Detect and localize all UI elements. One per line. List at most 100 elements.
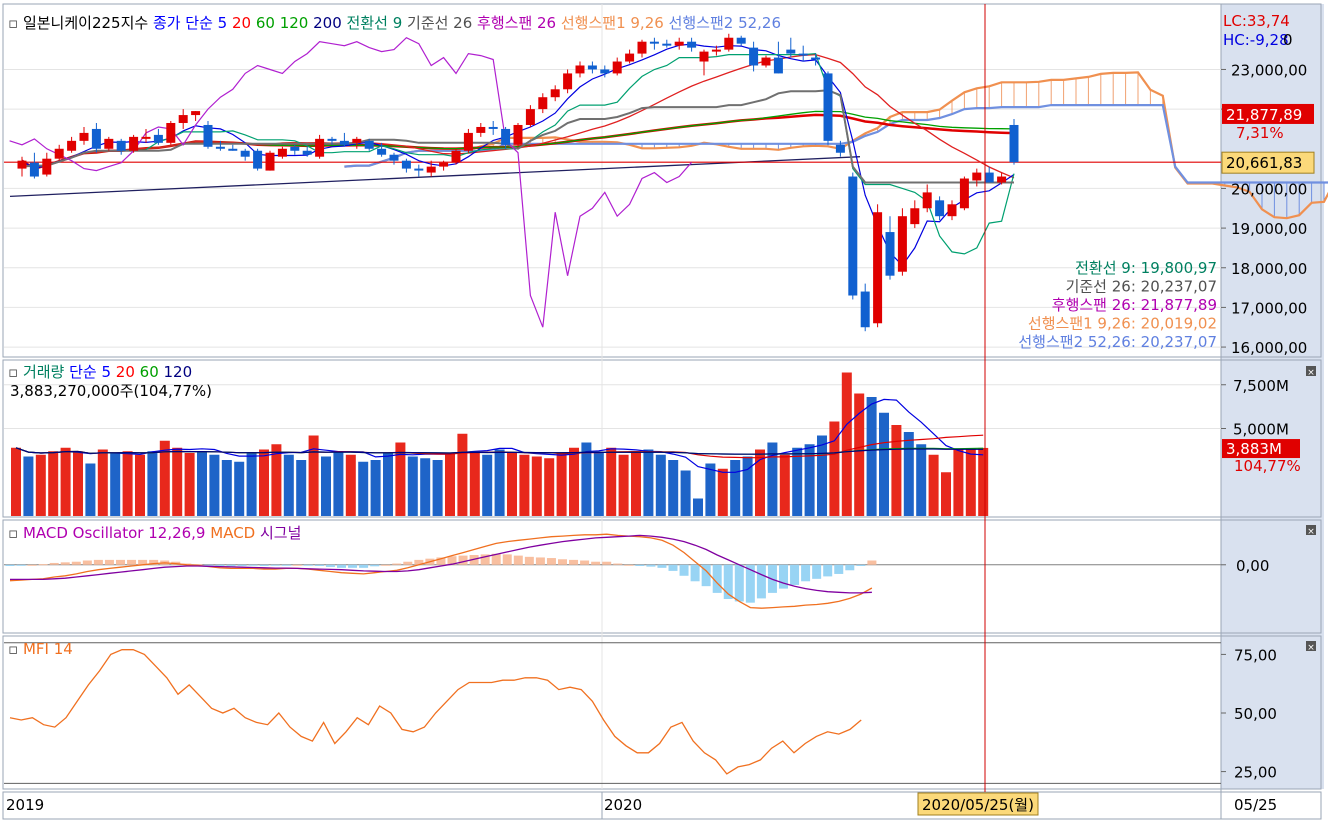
panel-frames: [2, 3, 1322, 820]
candle: [773, 57, 783, 74]
candle: [897, 216, 907, 272]
legend-item: 120: [164, 363, 193, 381]
volume-close-icon[interactable]: ×: [1306, 366, 1316, 378]
volume-average-120: [15, 447, 984, 455]
volume-bar: [432, 460, 443, 516]
price-tick-label: 18,000,00: [1231, 260, 1307, 278]
candle: [253, 150, 263, 169]
last-close-value: 21,877,89: [1226, 106, 1302, 124]
cursor-date-box: [917, 792, 1039, 816]
macd-oscillator-bar: [193, 564, 203, 566]
macd-oscillator-bar: [237, 564, 247, 566]
volume-bar: [345, 454, 356, 516]
volume-bar: [755, 449, 765, 516]
volume-bar: [259, 449, 269, 516]
volume-bar: [308, 435, 319, 516]
volume-bar: [11, 447, 21, 516]
indicator-readout: 전환선 9: 19,800,97: [1075, 259, 1217, 277]
macd-oscillator-bar: [602, 561, 612, 565]
macd-close-icon[interactable]: ×: [1306, 525, 1316, 537]
candle: [129, 136, 139, 151]
price-tick-label: 23,000,00: [1231, 61, 1307, 79]
macd-oscillator-bar: [502, 554, 512, 565]
macd-oscillator-bar: [270, 564, 280, 566]
chikou-span-line: [9, 36, 693, 328]
candle: [389, 154, 399, 161]
candle: [166, 122, 176, 143]
candle: [736, 37, 746, 44]
volume-bar: [457, 433, 468, 516]
legend-item: 60: [256, 14, 280, 32]
legend-marker-icon: ▫: [8, 640, 23, 658]
volume-bar: [544, 458, 555, 516]
candle: [848, 176, 858, 296]
price-tick-label: 17,000,00: [1231, 299, 1307, 317]
volume-bar: [358, 461, 369, 516]
macd-oscillator-bar: [325, 564, 335, 567]
macd-oscillator-bar: [569, 559, 579, 565]
macd-oscillator-bar: [756, 564, 766, 599]
macd-oscillator-bar: [513, 555, 523, 565]
volume-bar: [804, 444, 815, 516]
legend-item: MFI 14: [23, 640, 73, 658]
candle: [116, 140, 126, 151]
macd-oscillator-bar: [337, 564, 346, 568]
candle: [290, 146, 300, 151]
current-price-box: [1221, 151, 1315, 174]
volume-bar: [531, 456, 542, 516]
mfi-tick-label: 50,00: [1234, 705, 1277, 723]
macd-oscillator-bar: [491, 553, 501, 565]
candle: [885, 232, 895, 276]
volume-bar: [246, 453, 257, 516]
candle: [228, 148, 238, 151]
mfi-close-icon[interactable]: ×: [1306, 641, 1316, 653]
candle: [1009, 124, 1019, 163]
legend-item: 일본니케이225지수: [23, 14, 153, 32]
volume-bar: [618, 454, 629, 516]
candle: [377, 148, 387, 155]
volume-bar: [705, 463, 716, 516]
volume-bar: [556, 453, 567, 516]
candle: [959, 178, 969, 209]
volume-bar: [953, 449, 964, 516]
mfi-panel: [4, 642, 1221, 784]
volume-bar: [680, 470, 691, 516]
last-close-label: 21,877,89: [1222, 103, 1314, 124]
macd-oscillator-bar: [779, 564, 788, 589]
candle: [327, 138, 337, 141]
macd-oscillator-bar: [613, 563, 623, 565]
macd-oscillator-bar: [790, 564, 800, 585]
volume-bar: [370, 460, 381, 516]
volume-current-label: 3,883M: [1222, 439, 1300, 459]
candle: [798, 53, 808, 56]
legend-marker-icon: ▫: [8, 363, 23, 381]
macd-oscillator-bar: [524, 556, 534, 565]
volume-bar: [841, 372, 852, 516]
macd-oscillator-bar: [745, 564, 755, 603]
svg-text:×: ×: [1307, 368, 1315, 378]
legend-item: 전환선 9: [347, 14, 407, 32]
legend-item: 단순 5: [69, 363, 116, 381]
candle: [724, 37, 734, 50]
macd-oscillator-bar: [734, 564, 744, 602]
macd-oscillator-bar: [49, 562, 59, 565]
candle: [525, 109, 535, 125]
volume-bar: [48, 451, 59, 516]
candle: [637, 41, 647, 54]
macd-oscillator-bar: [127, 559, 137, 565]
volume-bar: [60, 447, 71, 516]
candle: [302, 150, 312, 155]
candle: [811, 57, 821, 60]
volume-bar: [122, 451, 133, 516]
candle: [215, 146, 225, 149]
macd-legend: ▫ MACD Oscillator 12,26,9 MACD 시그널: [8, 524, 301, 542]
candle: [649, 41, 659, 44]
candle: [79, 132, 89, 141]
volume-percent: 104,77%: [1234, 457, 1301, 475]
mfi-tick-label: 25,00: [1234, 764, 1277, 782]
volume-bar: [184, 453, 195, 516]
price-tick-label: 16,000,00: [1231, 339, 1307, 357]
svg-text:×: ×: [1307, 643, 1315, 653]
